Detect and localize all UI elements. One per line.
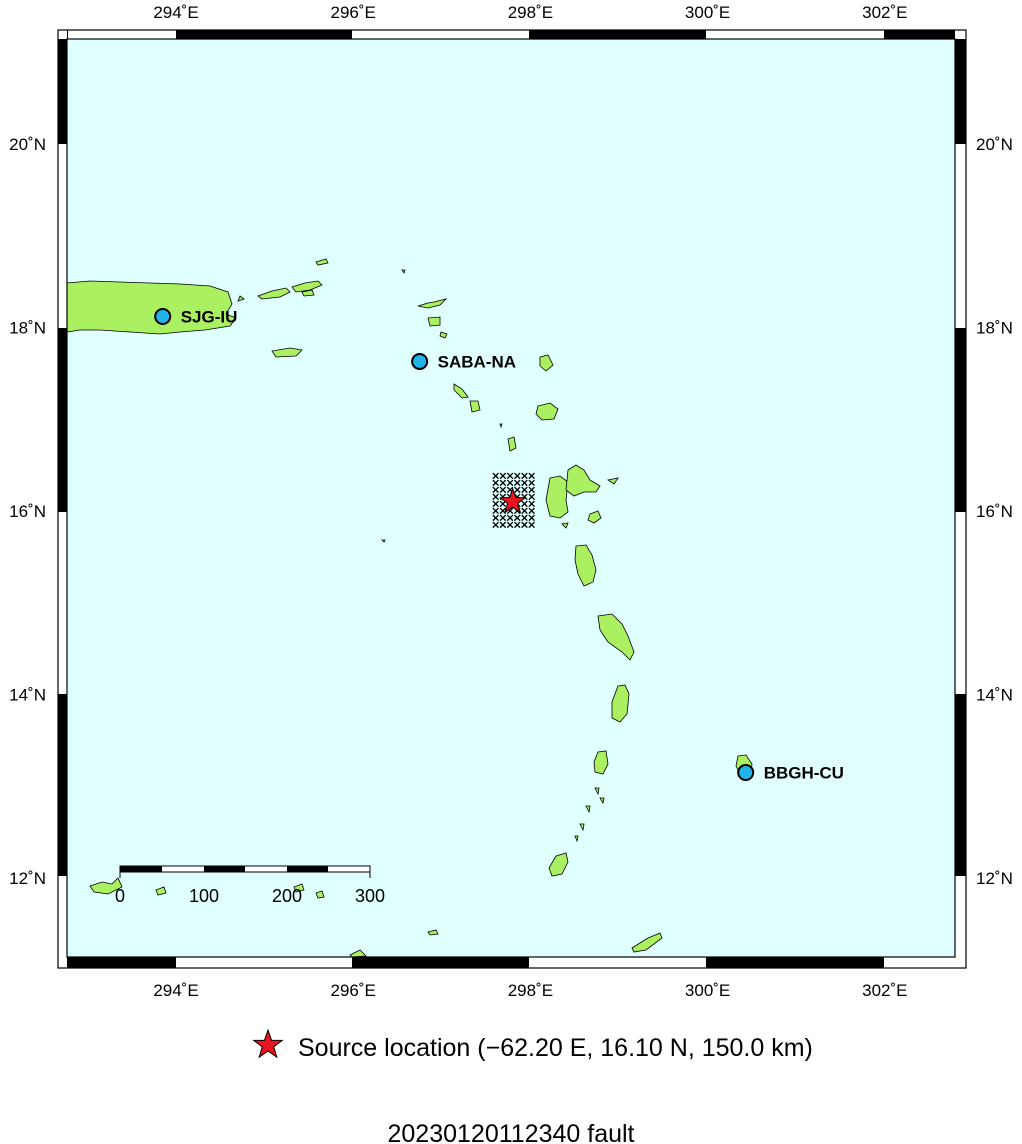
station-marker (411, 352, 429, 370)
grid-cross (492, 507, 499, 515)
grid-cross (528, 500, 535, 508)
source-star-marker (498, 487, 527, 514)
island-puerto-rico (66, 280, 237, 335)
grid-cross (514, 514, 521, 522)
lon-tick-label-bottom: 296˚E (331, 981, 376, 1000)
lon-tick-label-top: 300˚E (685, 3, 730, 22)
grid-cross (521, 507, 528, 515)
grid-cross (514, 479, 521, 487)
lat-tick-label-left: 20˚N (9, 135, 46, 154)
station-marker (737, 763, 755, 781)
lat-tick-label-left: 14˚N (9, 686, 46, 705)
legend-star-icon (252, 1028, 284, 1059)
lon-tick-label-top: 298˚E (508, 3, 553, 22)
lat-tick-label-left: 18˚N (9, 319, 46, 338)
grid-cross (506, 521, 514, 529)
grid-cross (528, 472, 535, 480)
grid-cross (506, 514, 514, 522)
lon-tick-label-bottom: 294˚E (153, 981, 198, 1000)
grid-cross (514, 472, 521, 480)
grid-cross (514, 521, 521, 529)
source-star (498, 487, 527, 514)
grid-cross (499, 521, 507, 529)
longitude-labels-bottom: 294˚E 296˚E 298˚E 300˚E 302˚E (153, 981, 907, 1000)
grid-cross (499, 479, 507, 487)
scale-bar: 0 100 200 300 (115, 865, 385, 906)
latitude-labels-left: 20˚N 18˚N 16˚N 14˚N 12˚N (9, 135, 46, 888)
grid-cross (521, 479, 528, 487)
grid-cross (499, 472, 507, 480)
scale-label-300: 300 (355, 886, 385, 906)
station-marker (154, 307, 172, 325)
grid-cross (492, 472, 499, 480)
grid-cross (499, 500, 507, 508)
station-label: BBGH-CU (764, 763, 844, 782)
grid-cross (521, 514, 528, 522)
lat-tick-label-right: 18˚N (976, 319, 1013, 338)
legend: Source location (−62.20 E, 16.10 N, 150.… (252, 1028, 813, 1062)
station-label: SABA-NA (438, 352, 516, 371)
grid-cross (521, 472, 528, 480)
grid-cross (528, 514, 535, 522)
lon-tick-label-top: 296˚E (331, 3, 376, 22)
grid-cross (521, 500, 528, 508)
lon-tick-label-bottom: 302˚E (862, 981, 907, 1000)
grid-cross (528, 507, 535, 515)
latitude-labels-right: 20˚N 18˚N 16˚N 14˚N 12˚N (976, 135, 1013, 888)
lat-tick-label-right: 14˚N (976, 686, 1013, 705)
lat-tick-label-right: 20˚N (976, 135, 1013, 154)
grid-cross (528, 521, 535, 529)
scale-label-200: 200 (272, 886, 302, 906)
stations: SJG-IU SABA-NA BBGH-CU (154, 307, 844, 782)
grid-cross (492, 521, 499, 529)
longitude-labels-top: 294˚E 296˚E 298˚E 300˚E 302˚E (153, 3, 907, 22)
grid-cross (506, 472, 514, 480)
grid-cross (521, 486, 528, 494)
scale-label-100: 100 (189, 886, 219, 906)
scale-label-0: 0 (115, 886, 125, 906)
map-frame (57, 29, 967, 969)
legend-source-label: Source location (−62.20 E, 16.10 N, 150.… (298, 1034, 813, 1062)
lat-tick-label-right: 12˚N (976, 869, 1013, 888)
source-grid (492, 472, 535, 529)
lon-tick-label-top: 294˚E (153, 3, 198, 22)
grid-cross (514, 486, 521, 494)
lon-tick-label-top: 302˚E (862, 3, 907, 22)
lat-tick-label-right: 16˚N (976, 502, 1013, 521)
lon-tick-label-bottom: 300˚E (685, 981, 730, 1000)
figure-title: 20230120112340 fault (388, 1120, 635, 1144)
grid-cross (492, 486, 499, 494)
grid-cross (492, 500, 499, 508)
grid-cross (528, 486, 535, 494)
grid-cross (521, 521, 528, 529)
grid-cross (499, 486, 507, 494)
grid-cross (492, 493, 499, 501)
station-label: SJG-IU (181, 307, 238, 326)
grid-cross (492, 514, 499, 522)
grid-cross (492, 479, 499, 487)
grid-cross (499, 514, 507, 522)
grid-cross (506, 479, 514, 487)
lon-tick-label-bottom: 298˚E (508, 981, 553, 1000)
grid-cross (528, 493, 535, 501)
lat-tick-label-left: 16˚N (9, 502, 46, 521)
grid-cross (528, 479, 535, 487)
lat-tick-label-left: 12˚N (9, 869, 46, 888)
